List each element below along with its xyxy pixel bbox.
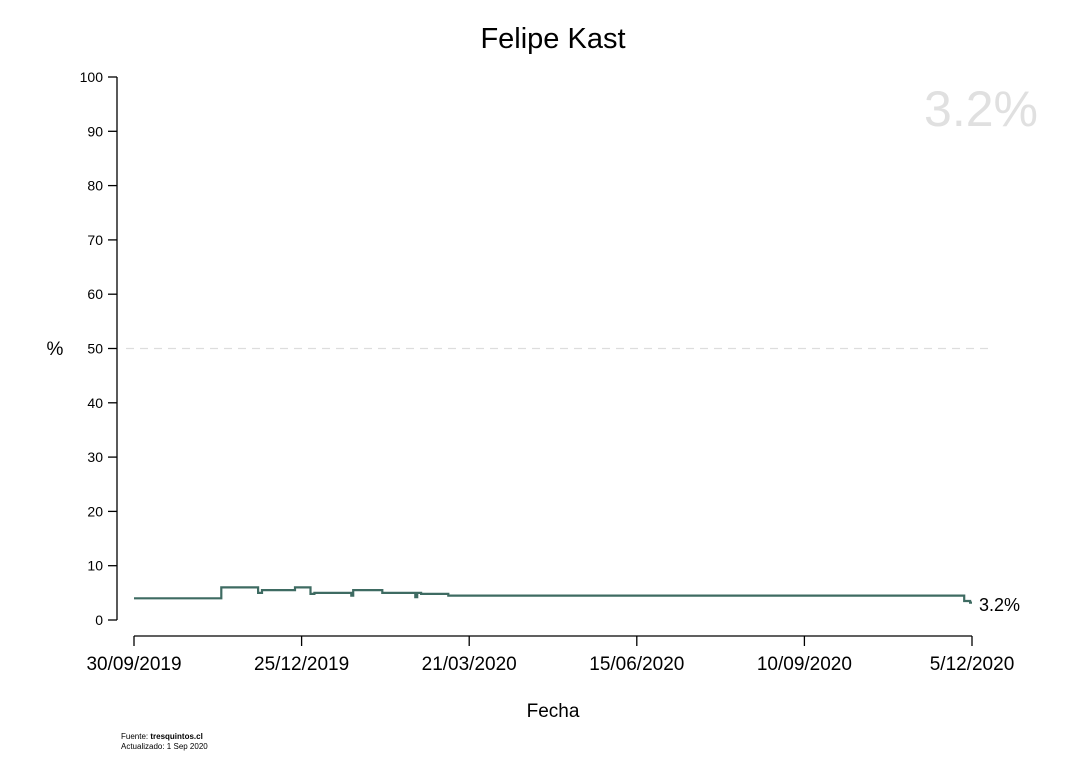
series-group bbox=[134, 586, 972, 604]
y-tick-label: 100 bbox=[80, 69, 104, 85]
y-tick-label: 40 bbox=[87, 395, 103, 411]
y-tick-label: 60 bbox=[87, 286, 103, 302]
source-name: tresquintos.cl bbox=[150, 732, 203, 741]
y-axis: 0 10 20 30 40 50 60 70 80 90 100 bbox=[80, 69, 118, 628]
y-tick-label: 70 bbox=[87, 232, 103, 248]
x-tick-label: 21/03/2020 bbox=[422, 654, 517, 675]
y-tick-label: 50 bbox=[87, 341, 103, 357]
x-axis-label: Fecha bbox=[527, 701, 580, 722]
x-axis: 30/09/2019 25/12/2019 21/03/2020 15/06/2020… bbox=[86, 635, 1015, 675]
y-tick-label: 0 bbox=[95, 612, 103, 628]
source-line: Fuente: tresquintos.cl bbox=[121, 732, 208, 742]
series-line bbox=[134, 586, 972, 604]
y-tick-label: 80 bbox=[87, 178, 103, 194]
footer: Fuente: tresquintos.cl Actualizado: 1 Se… bbox=[121, 732, 208, 752]
big-value-label: 3.2% bbox=[924, 81, 1038, 137]
x-tick-label: 25/12/2019 bbox=[254, 654, 349, 675]
source-prefix: Fuente: bbox=[121, 732, 151, 741]
last-value-label: 3.2% bbox=[979, 595, 1020, 615]
y-tick-label: 90 bbox=[87, 123, 103, 139]
y-axis-label: % bbox=[47, 339, 64, 360]
y-tick-label: 20 bbox=[87, 503, 103, 519]
updated-line: Actualizado: 1 Sep 2020 bbox=[121, 742, 208, 751]
x-tick-label: 10/09/2020 bbox=[757, 654, 852, 675]
x-tick-label: 30/09/2019 bbox=[86, 654, 181, 675]
y-tick-label: 10 bbox=[87, 558, 103, 574]
x-tick-label: 5/12/2020 bbox=[930, 654, 1015, 675]
chart-title: Felipe Kast bbox=[480, 23, 625, 55]
y-tick-label: 30 bbox=[87, 449, 103, 465]
x-tick-label: 15/06/2020 bbox=[589, 654, 684, 675]
